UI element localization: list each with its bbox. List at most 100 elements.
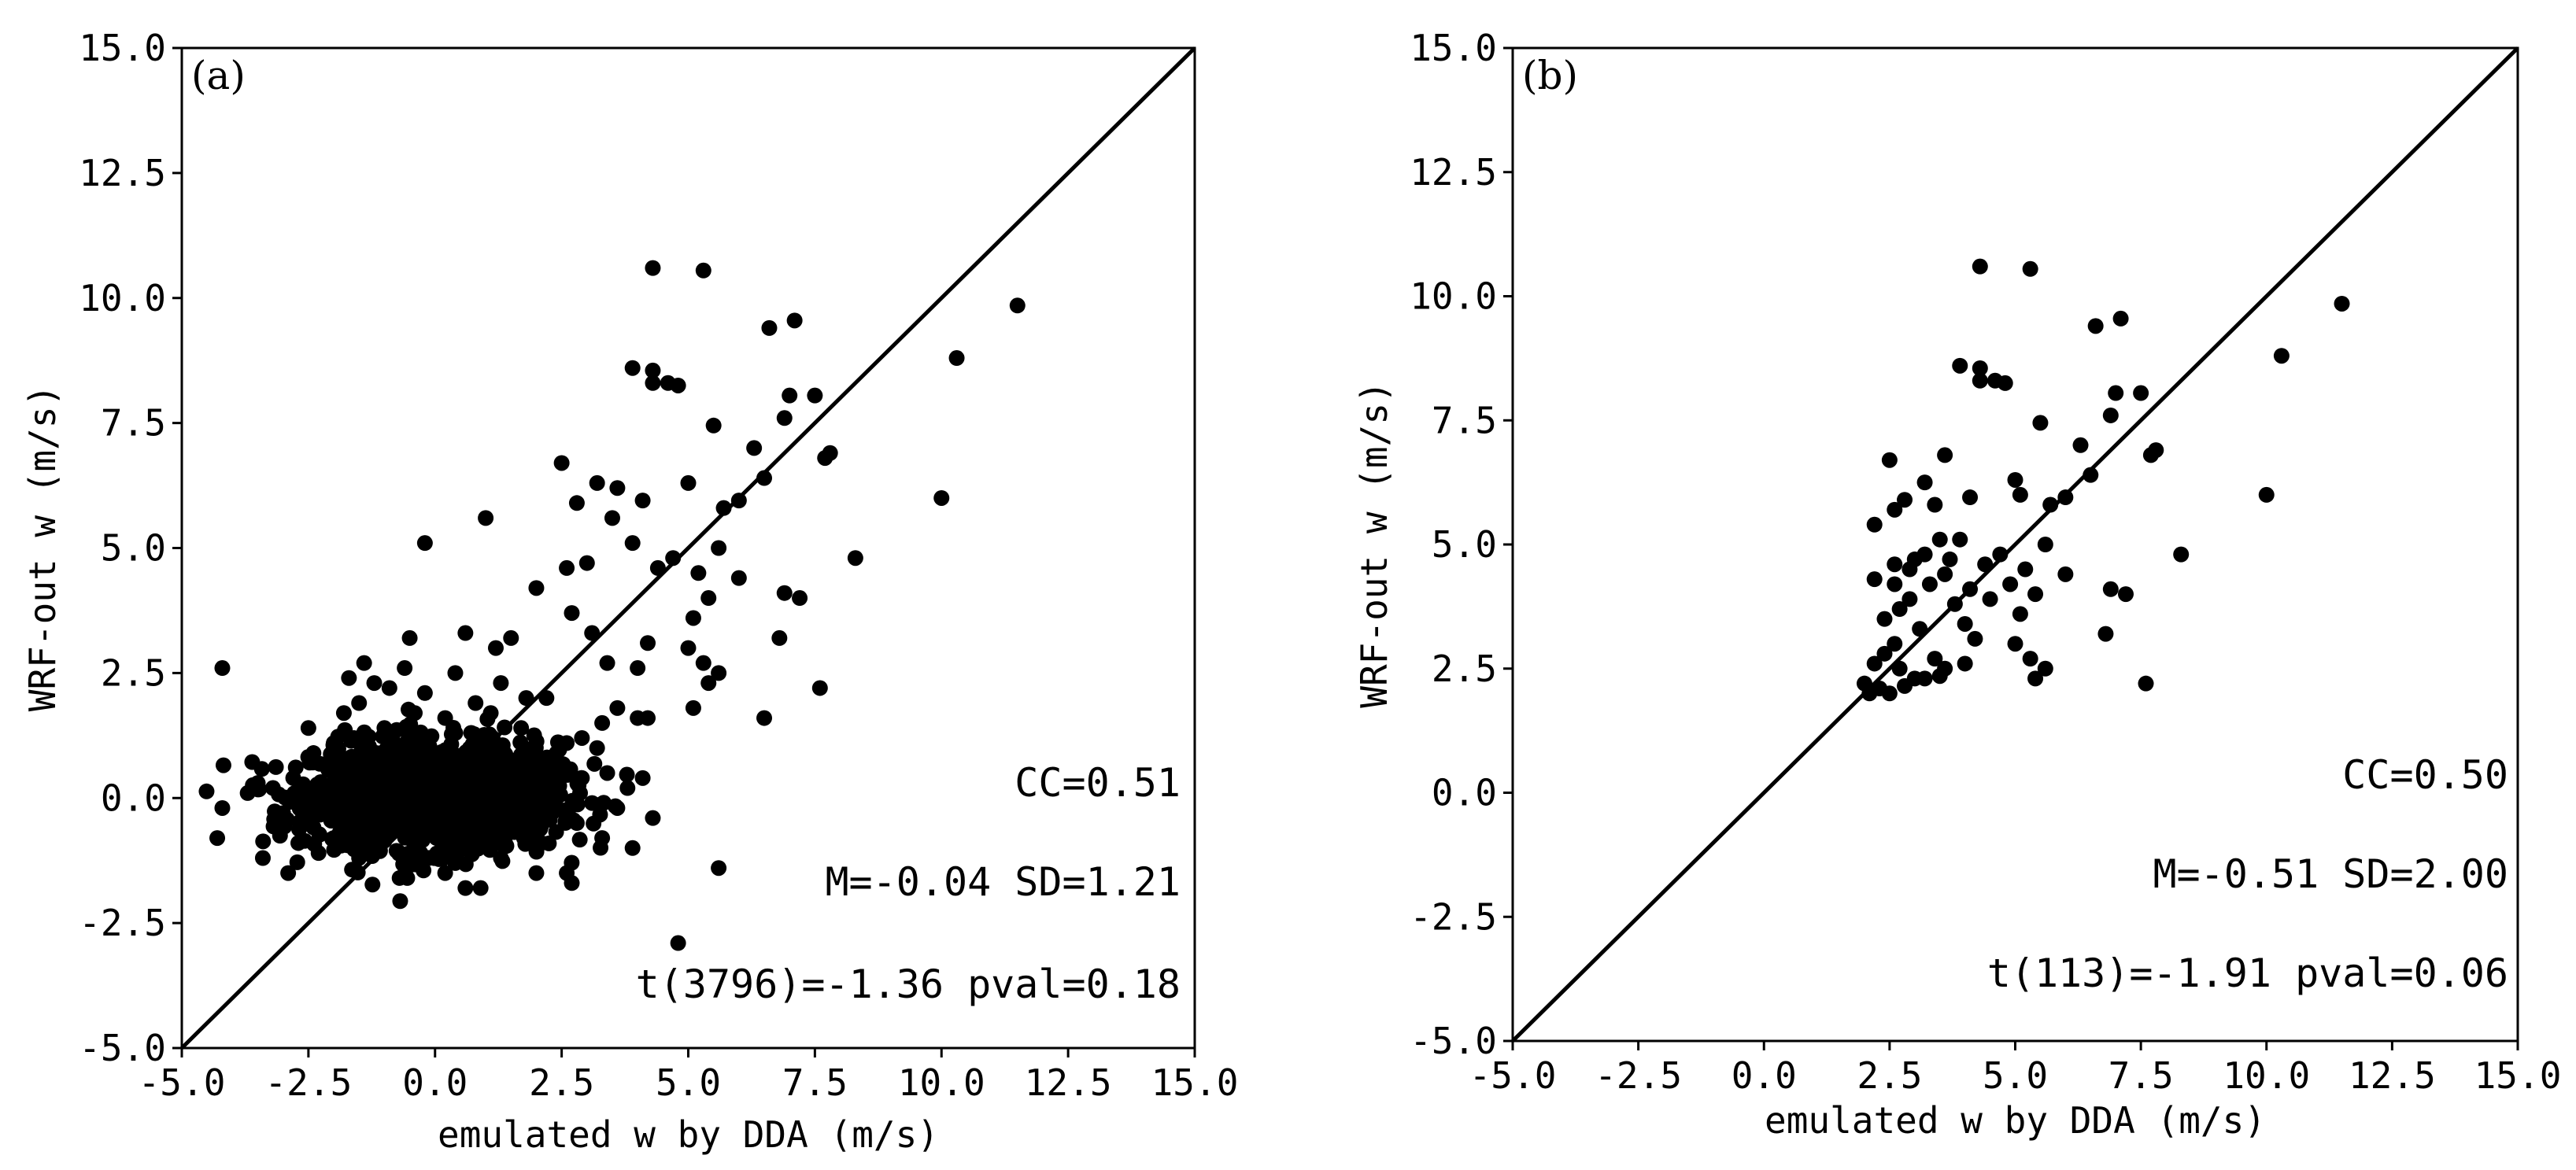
scatter-point-a-44 (685, 610, 701, 626)
scatter-point-a-36 (690, 565, 707, 581)
scatter-point-b-82 (1861, 685, 1878, 702)
x-axis-label-b: emulated w by DDA (m/s) (1765, 1099, 2266, 1142)
scatter-point-b-57 (1876, 611, 1893, 627)
scatter-point-b-16 (2032, 415, 2049, 431)
scatter-point-a-148 (487, 820, 504, 836)
scatter-point-b-17 (2072, 437, 2089, 453)
y-tick-label-b-8: 15.0 (1410, 27, 1497, 69)
scatter-point-a-50 (214, 660, 231, 677)
x-tick-label-a-1: -2.5 (264, 1061, 352, 1104)
y-tick-label-a-4: 5.0 (101, 527, 166, 570)
scatter-point-core-a (412, 792, 429, 809)
scatter-point-a-54 (599, 655, 615, 671)
scatter-point-a-16 (705, 417, 722, 434)
scatter-point-b-20 (2007, 471, 2023, 488)
x-tick-label-b-3: 2.5 (1857, 1054, 1922, 1097)
scatter-point-a-151 (508, 755, 524, 771)
scatter-point-a-129 (533, 835, 549, 851)
scatter-point-a-133 (549, 775, 565, 792)
scatter-point-core-a (268, 758, 284, 775)
y-tick-label-b-4: 5.0 (1432, 523, 1497, 566)
scatter-point-a-126 (412, 850, 428, 866)
scatter-point-a-141 (335, 780, 352, 796)
scatter-point-a-60 (811, 680, 828, 696)
scatter-point-a-75 (437, 865, 453, 881)
scatter-point-a-7 (645, 362, 661, 378)
scatter-point-a-110 (594, 714, 611, 731)
scatter-point-core-a (395, 856, 412, 873)
scatter-point-a-97 (416, 685, 433, 701)
scatter-point-a-99 (493, 675, 509, 692)
scatter-point-b-43 (1937, 566, 1953, 582)
scatter-point-a-102 (574, 729, 590, 746)
scatter-point-a-131 (584, 795, 601, 811)
scatter-point-b-44 (1866, 571, 1883, 588)
scatter-point-b-41 (1887, 556, 1903, 573)
scatter-point-b-6 (1952, 357, 1968, 374)
y-tick-label-a-1: -2.5 (79, 902, 166, 944)
scatter-point-a-109 (685, 699, 701, 716)
scatter-point-a-83 (239, 784, 256, 801)
panel-label-a: (a) (191, 53, 246, 98)
panel-a: -5.0 -2.5 0.0 2.5 5.0 7.5 10.0 12.5 15.0 -5.0 -2.… (21, 27, 1238, 1156)
scatter-point-b-27 (1866, 516, 1883, 533)
panel-b: -5.0 -2.5 0.0 2.5 5.0 7.5 10.0 12.5 15.0 -5.0 -2.… (1353, 27, 2561, 1142)
scatter-point-a-1 (695, 262, 711, 279)
y-tick-label-b-3: 2.5 (1432, 648, 1497, 690)
scatter-point-a-116 (437, 710, 453, 726)
annotation-ttest-b: t(113)=-1.91 pval=0.06 (1987, 950, 2508, 996)
scatter-point-b-4 (2087, 318, 2104, 334)
scatter-point-b-53 (1957, 615, 1973, 632)
panel-label-b: (b) (1522, 53, 1578, 98)
scatter-point-b-30 (2042, 496, 2059, 513)
scatter-point-a-49 (503, 629, 519, 646)
scatter-points-a (198, 260, 1026, 951)
scatter-point-a-138 (416, 740, 433, 756)
scatter-point-b-14 (2142, 447, 2159, 463)
x-tick-label-a-7: 12.5 (1025, 1061, 1112, 1104)
scatter-points-b (1856, 258, 2350, 702)
y-tick-label-a-3: 2.5 (101, 651, 166, 694)
y-tick-label-b-1: -2.5 (1410, 895, 1497, 938)
scatter-point-a-66 (670, 935, 686, 951)
y-tick-label-a-0: -5.0 (79, 1027, 166, 1069)
x-tick-label-a-2: 0.0 (402, 1061, 468, 1104)
scatter-point-a-22 (589, 474, 605, 491)
scatter-point-a-90 (335, 705, 352, 722)
scatter-point-a-150 (543, 799, 560, 816)
x-tick-label-a-3: 2.5 (529, 1061, 594, 1104)
scatter-point-a-58 (700, 675, 717, 692)
scatter-point-b-37 (1992, 546, 2009, 563)
scatter-point-a-37 (578, 555, 595, 571)
scatter-point-core-a (559, 803, 575, 819)
x-axis-b: -5.0 -2.5 0.0 2.5 5.0 7.5 10.0 12.5 15.0 (1469, 1041, 2561, 1097)
scatter-point-a-14 (817, 450, 833, 467)
scatter-point-a-71 (564, 875, 580, 891)
scatter-point-a-155 (381, 780, 397, 796)
scatter-point-b-79 (1982, 591, 1998, 607)
scatter-point-a-96 (397, 660, 413, 677)
scatter-point-a-128 (493, 850, 509, 866)
scatter-point-a-157 (401, 799, 418, 816)
scatter-point-a-140 (361, 765, 378, 781)
x-axis-a: -5.0 -2.5 0.0 2.5 5.0 7.5 10.0 12.5 15.0 (139, 1048, 1238, 1104)
scatter-point-b-67 (1957, 655, 1973, 672)
scatter-point-b-49 (2002, 576, 2019, 592)
scatter-point-b-83 (1876, 645, 1893, 662)
scatter-point-core-a (198, 783, 215, 799)
annotation-cc-a: CC=0.51 (1015, 760, 1181, 806)
scatter-point-core-a (461, 776, 478, 792)
scatter-point-b-24 (1881, 452, 1898, 468)
scatter-point-a-32 (711, 540, 727, 556)
scatter-point-a-124 (326, 830, 342, 847)
y-tick-label-b-7: 12.5 (1410, 151, 1497, 194)
scatter-point-b-28 (1962, 489, 1979, 506)
scatter-point-b-73 (1881, 685, 1898, 702)
scatter-point-a-132 (574, 770, 590, 786)
scatter-point-a-144 (371, 820, 387, 836)
scatter-point-a-136 (472, 765, 489, 781)
scatter-point-a-120 (320, 755, 337, 771)
scatter-point-a-24 (568, 495, 585, 511)
scatter-point-a-92 (341, 670, 357, 686)
scatter-point-a-15 (776, 410, 793, 426)
